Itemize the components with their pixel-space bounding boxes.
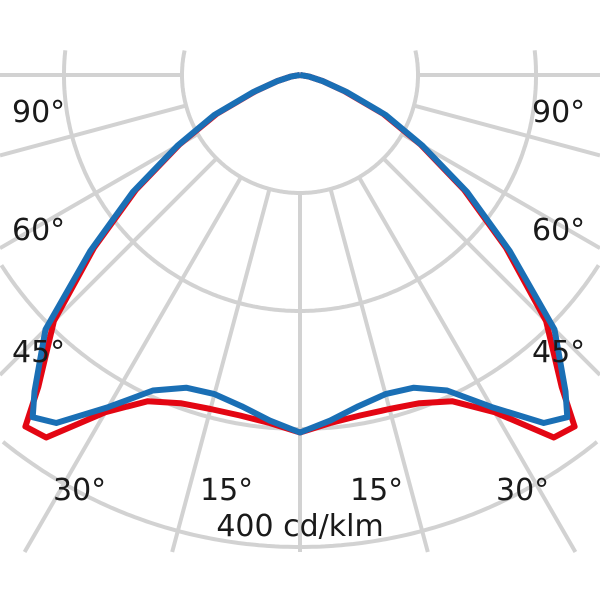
angle-labels: 90° 90° 60° 60° 45° 45° 30° 15° 15° 30°	[12, 95, 585, 508]
grid-radial-line	[0, 103, 187, 158]
intensity-scale-label: 400 cd/klm	[216, 509, 383, 544]
angle-label: 90°	[532, 95, 585, 130]
angle-label: 30°	[53, 473, 106, 508]
angle-label: 60°	[12, 213, 65, 248]
grid-ring	[62, 50, 538, 313]
grid-radial-line	[0, 157, 218, 377]
grid-radial-line	[0, 132, 199, 250]
grid-radial-line	[413, 103, 600, 158]
angle-label: 45°	[12, 335, 65, 370]
angle-label: 15°	[200, 473, 253, 508]
grid-radial-line	[22, 176, 243, 553]
grid-radial-line	[328, 188, 430, 553]
polar-grid	[0, 50, 600, 553]
angle-label: 60°	[532, 213, 585, 248]
curves	[22, 72, 578, 441]
grid-radial-line	[382, 157, 600, 377]
grid-ring	[0, 264, 600, 431]
grid-ring	[180, 50, 420, 195]
intensity-curve	[29, 72, 571, 436]
angle-label: 15°	[350, 473, 403, 508]
grid-ring	[1, 440, 599, 549]
grid-radial-line	[401, 132, 600, 250]
grid-radial-line	[357, 176, 578, 553]
angle-label: 30°	[496, 473, 549, 508]
angle-label: 45°	[532, 335, 585, 370]
grid-radial-line	[170, 188, 272, 553]
angle-label: 90°	[12, 95, 65, 130]
